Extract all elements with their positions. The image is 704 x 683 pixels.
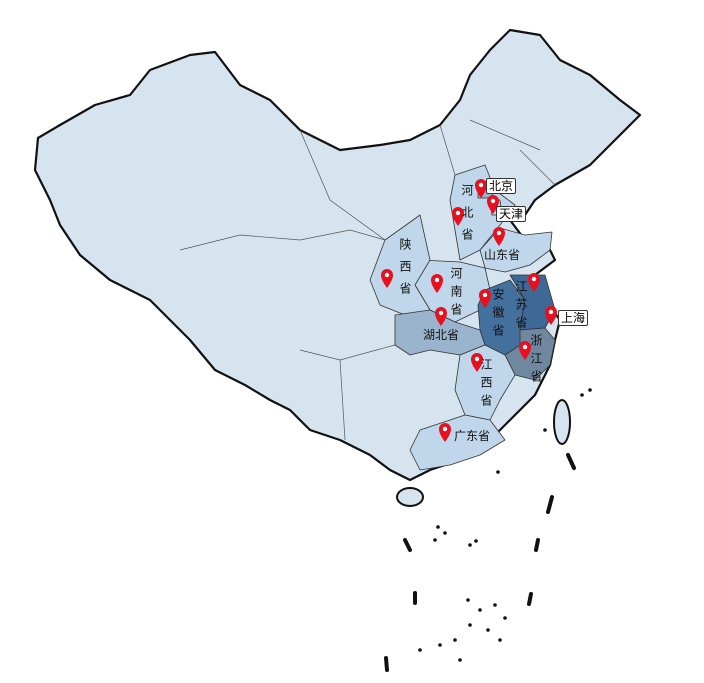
label-shanghai: 上海 bbox=[558, 310, 589, 326]
label-anhui: 安徽省 bbox=[491, 288, 505, 342]
internal-borders bbox=[179, 119, 556, 441]
label-shaanxi: 陕西省 bbox=[398, 238, 412, 304]
label-jiangxi: 江西省 bbox=[479, 358, 493, 412]
nine-dash-line bbox=[384, 453, 576, 672]
province-jiangxi[interactable] bbox=[454, 344, 516, 421]
island-taiwan bbox=[553, 399, 571, 445]
map-pin-icon[interactable] bbox=[452, 207, 464, 226]
island-hainan bbox=[396, 487, 424, 507]
map-pin-icon[interactable] bbox=[471, 353, 483, 372]
label-henan: 河南省 bbox=[449, 267, 463, 321]
label-tianjin: 天津 bbox=[496, 206, 527, 222]
province-guangdong[interactable] bbox=[409, 414, 506, 471]
map-pin-icon[interactable] bbox=[381, 269, 393, 288]
map-pin-icon[interactable] bbox=[545, 306, 557, 325]
map-pin-icon[interactable] bbox=[431, 274, 443, 293]
map-pin-icon[interactable] bbox=[479, 289, 491, 308]
islands-dots bbox=[418, 388, 592, 662]
province-zhejiang[interactable] bbox=[504, 327, 556, 381]
label-hubei: 湖北省 bbox=[423, 328, 460, 342]
country-outline bbox=[33, 28, 642, 482]
label-guangdong: 广东省 bbox=[454, 429, 491, 443]
map-pin-icon[interactable] bbox=[528, 273, 540, 292]
markers bbox=[381, 179, 557, 442]
label-hebei: 河北省 bbox=[460, 184, 474, 250]
map-pin-icon[interactable] bbox=[435, 307, 447, 326]
map-pin-icon[interactable] bbox=[475, 179, 487, 198]
label-shandong: 山东省 bbox=[484, 248, 521, 262]
label-jiangsu: 江苏省 bbox=[514, 280, 528, 334]
label-beijing: 北京 bbox=[486, 178, 517, 194]
map-pin-icon[interactable] bbox=[439, 423, 451, 442]
map-pin-icon[interactable] bbox=[493, 227, 505, 246]
label-zhejiang: 浙江省 bbox=[529, 334, 543, 388]
map-pin-icon[interactable] bbox=[519, 341, 531, 360]
